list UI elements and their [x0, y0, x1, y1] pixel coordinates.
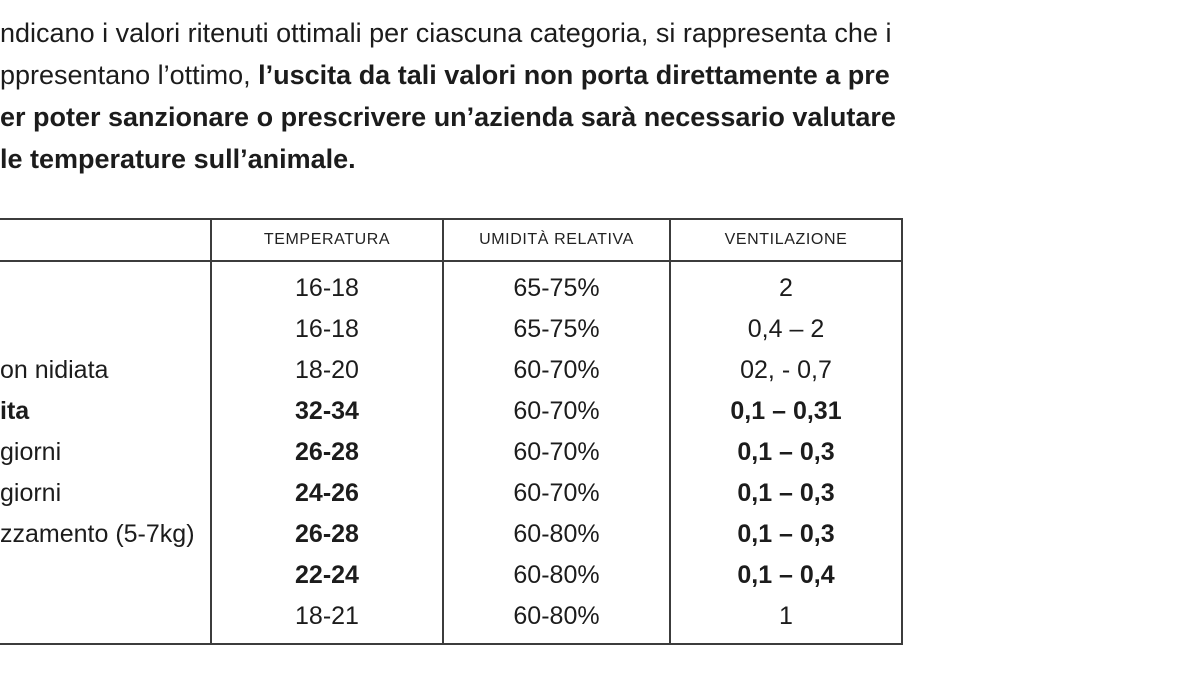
cell-ventilazione: 0,1 – 0,31 — [670, 391, 903, 432]
intro-line-2-bold: l’uscita da tali valori non porta dirett… — [258, 60, 890, 90]
cell-temperatura: 22-24 — [211, 555, 444, 596]
table-row: on nidiata 18-20 60-70% 02, - 0,7 — [0, 350, 903, 391]
intro-paragraph: ndicano i valori ritenuti ottimali per c… — [0, 12, 1200, 180]
climate-values-table: TEMPERATURA UMIDITÀ RELATIVA VENTILAZION… — [0, 218, 903, 645]
cell-temperatura: 32-34 — [211, 391, 444, 432]
cell-ventilazione: 0,1 – 0,3 — [670, 514, 903, 555]
intro-line-1-text: ndicano i valori ritenuti ottimali per c… — [0, 18, 892, 48]
cell-umidita: 60-80% — [443, 555, 671, 596]
intro-line-2-regular: ppresentano l’ottimo, — [0, 60, 259, 90]
header-temperatura: TEMPERATURA — [211, 218, 444, 262]
cell-category — [0, 261, 212, 309]
cell-ventilazione: 0,1 – 0,3 — [670, 473, 903, 514]
cell-umidita: 65-75% — [443, 309, 671, 350]
cell-category: giorni — [0, 473, 212, 514]
cell-category — [0, 555, 212, 596]
cell-ventilazione: 0,1 – 0,3 — [670, 432, 903, 473]
cell-umidita: 60-70% — [443, 391, 671, 432]
cell-temperatura: 18-21 — [211, 596, 444, 645]
table-row: giorni 26-28 60-70% 0,1 – 0,3 — [0, 432, 903, 473]
cell-temperatura: 26-28 — [211, 514, 444, 555]
cell-ventilazione: 1 — [670, 596, 903, 645]
table-row: 22-24 60-80% 0,1 – 0,4 — [0, 555, 903, 596]
cell-temperatura: 16-18 — [211, 309, 444, 350]
intro-line-2: ppresentano l’ottimo, l’uscita da tali v… — [0, 54, 1200, 96]
cell-umidita: 60-80% — [443, 596, 671, 645]
cell-ventilazione: 02, - 0,7 — [670, 350, 903, 391]
cell-temperatura: 26-28 — [211, 432, 444, 473]
cell-category: on nidiata — [0, 350, 212, 391]
cell-category: ita — [0, 391, 212, 432]
cell-ventilazione: 2 — [670, 261, 903, 309]
cell-umidita: 65-75% — [443, 261, 671, 309]
cell-category — [0, 596, 212, 645]
cell-umidita: 60-70% — [443, 473, 671, 514]
cell-temperatura: 16-18 — [211, 261, 444, 309]
header-umidita-relativa: UMIDITÀ RELATIVA — [443, 218, 671, 262]
cell-temperatura: 18-20 — [211, 350, 444, 391]
table-row: zzamento (5-7kg) 26-28 60-80% 0,1 – 0,3 — [0, 514, 903, 555]
cell-umidita: 60-70% — [443, 432, 671, 473]
header-category — [0, 218, 212, 262]
cell-temperatura: 24-26 — [211, 473, 444, 514]
table-row: giorni 24-26 60-70% 0,1 – 0,3 — [0, 473, 903, 514]
cell-ventilazione: 0,1 – 0,4 — [670, 555, 903, 596]
cell-category — [0, 309, 212, 350]
table-row: 16-18 65-75% 2 — [0, 261, 903, 309]
cell-umidita: 60-80% — [443, 514, 671, 555]
cell-category: zzamento (5-7kg) — [0, 514, 212, 555]
cell-ventilazione: 0,4 – 2 — [670, 309, 903, 350]
table-header-row: TEMPERATURA UMIDITÀ RELATIVA VENTILAZION… — [0, 218, 903, 262]
intro-line-1: ndicano i valori ritenuti ottimali per c… — [0, 12, 1200, 54]
intro-line-3: er poter sanzionare o prescrivere un’azi… — [0, 102, 896, 132]
table-row: 16-18 65-75% 0,4 – 2 — [0, 309, 903, 350]
cell-umidita: 60-70% — [443, 350, 671, 391]
cell-category: giorni — [0, 432, 212, 473]
header-ventilazione: VENTILAZIONE — [670, 218, 903, 262]
intro-line-4: le temperature sull’animale. — [0, 144, 356, 174]
table-row: ita 32-34 60-70% 0,1 – 0,31 — [0, 391, 903, 432]
table-row: 18-21 60-80% 1 — [0, 596, 903, 645]
